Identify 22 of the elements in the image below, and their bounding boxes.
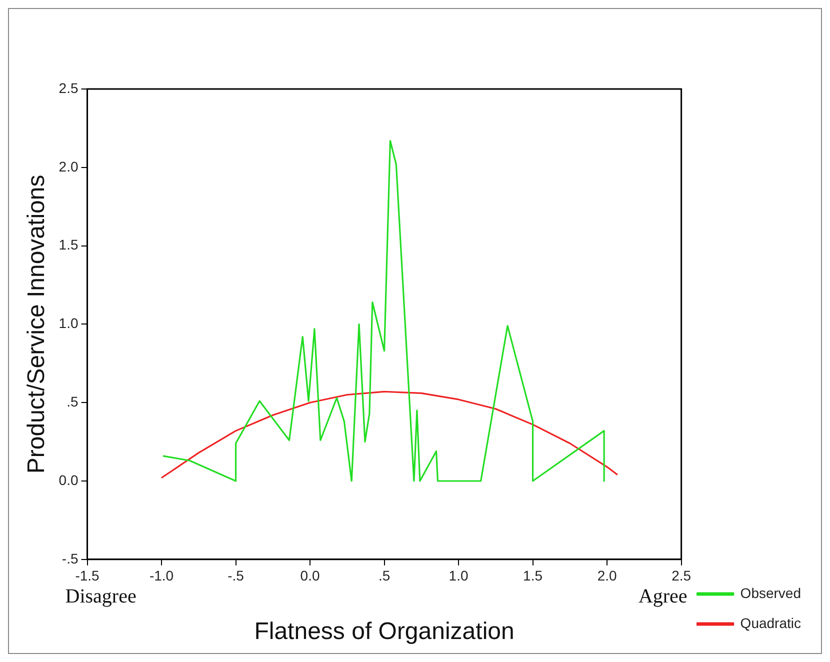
y-tick-label: 2.5: [58, 80, 78, 96]
text: Agree: [638, 586, 688, 608]
y-axis-title: Product/Service Innovations: [23, 174, 50, 474]
x-tick-label: 1.0: [448, 568, 468, 584]
x-tick-label: -1.0: [149, 568, 174, 584]
legend-label: Observed: [740, 584, 802, 601]
x-tick-label: .5: [378, 568, 390, 584]
text: Disagree: [65, 586, 136, 608]
x-tick-label: -.5: [228, 568, 244, 584]
legend-label: Quadratic: [740, 614, 802, 631]
y-tick-label: 0.0: [58, 472, 78, 488]
x-tick-label: -1.5: [75, 568, 100, 584]
x-tick-label: 1.5: [523, 568, 543, 584]
y-tick-label: 2.0: [58, 158, 78, 174]
y-tick-label: .5: [66, 393, 78, 410]
x-tick-label: 2.0: [597, 568, 617, 584]
x-tick-label: 2.5: [672, 568, 692, 584]
y-tick-label: 1.5: [58, 236, 78, 253]
x-tick-label: 0.0: [300, 568, 320, 584]
x-axis-title: Flatness of Organization: [254, 618, 514, 646]
y-tick-label: -.5: [62, 550, 78, 566]
y-tick-label: 1.0: [58, 315, 78, 332]
